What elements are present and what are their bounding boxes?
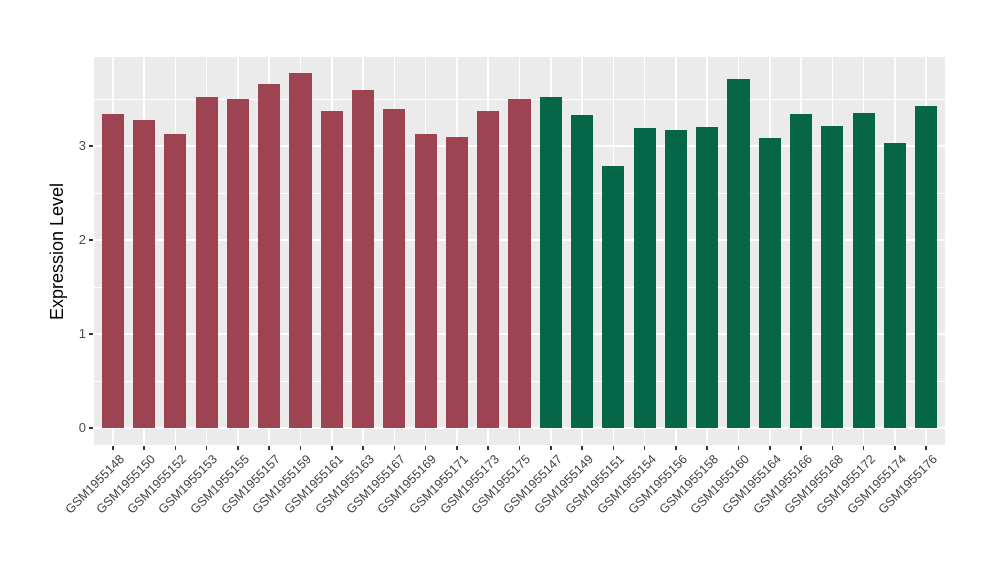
y-axis-title-text: Expression Level: [47, 182, 68, 320]
x-tick: [706, 446, 708, 450]
x-tick: [518, 446, 521, 450]
x-tick: [831, 446, 834, 450]
y-tick-label: 1: [78, 326, 86, 341]
y-tick: [89, 145, 93, 147]
x-tick: [769, 446, 771, 450]
bar: [633, 128, 656, 428]
bar: [821, 126, 844, 428]
x-tick: [174, 446, 177, 450]
x-tick: [487, 446, 489, 450]
bar: [915, 105, 938, 428]
x-tick: [800, 446, 802, 450]
bar: [258, 83, 281, 428]
x-tick: [268, 446, 270, 450]
bar: [696, 127, 719, 428]
bar: [132, 119, 156, 428]
bar: [852, 113, 875, 428]
y-axis-title: Expression Level: [43, 57, 73, 445]
x-tick: [112, 446, 114, 450]
y-tick: [89, 333, 93, 335]
x-tick: [737, 446, 740, 450]
x-tick: [237, 446, 239, 450]
x-tick: [424, 446, 427, 450]
x-tick: [612, 446, 615, 450]
bar: [602, 165, 625, 428]
y-tick-label: 3: [78, 138, 86, 153]
x-tick: [299, 446, 302, 450]
bar: [758, 138, 781, 428]
x-tick: [925, 446, 927, 450]
x-tick: [550, 446, 552, 450]
bar: [883, 143, 907, 428]
bar: [414, 133, 437, 428]
bar: [101, 114, 124, 428]
bar: [195, 97, 218, 428]
bar: [727, 79, 750, 428]
bar: [570, 114, 594, 428]
x-tick: [362, 446, 364, 450]
y-tick: [89, 239, 93, 241]
x-tick: [894, 446, 896, 450]
x-tick: [675, 446, 677, 450]
plot-panel: [94, 57, 945, 445]
bar: [445, 136, 469, 428]
y-tick-label: 0: [78, 420, 86, 435]
bar: [477, 111, 500, 428]
x-tick: [143, 446, 145, 450]
x-tick: [393, 446, 396, 450]
x-tick: [581, 446, 583, 450]
x-tick: [643, 446, 646, 450]
bar: [383, 109, 406, 428]
x-tick: [331, 446, 333, 450]
y-tick-label: 2: [78, 232, 86, 247]
bar: [226, 99, 249, 428]
bar: [320, 111, 343, 428]
x-tick: [456, 446, 458, 450]
y-tick: [89, 427, 93, 429]
x-tick: [205, 446, 208, 450]
bar: [351, 89, 375, 428]
bar: [289, 72, 312, 428]
bar: [789, 114, 813, 428]
bar: [664, 130, 688, 428]
bar: [164, 133, 187, 428]
bar: [539, 97, 562, 428]
bar: [508, 99, 531, 428]
x-tick: [862, 446, 865, 450]
